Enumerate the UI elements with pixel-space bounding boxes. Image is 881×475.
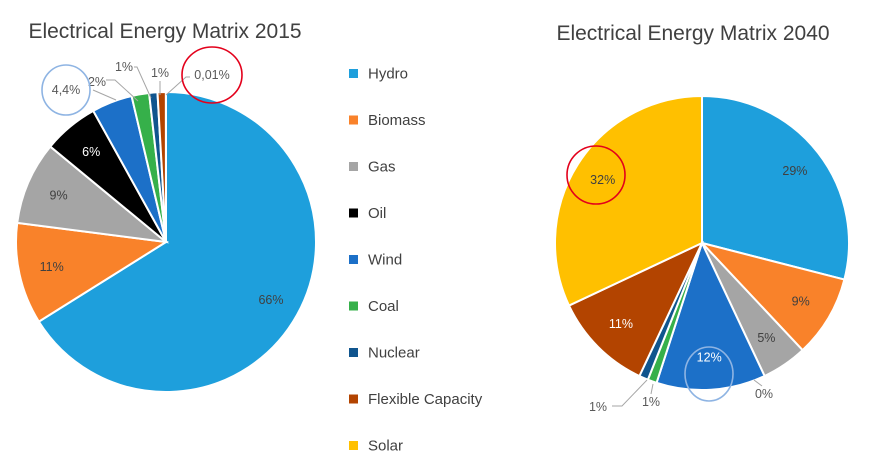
leader-line-nuclear xyxy=(612,379,648,407)
legend-swatch-flexible-capacity xyxy=(349,394,358,404)
data-label-nuclear: 1% xyxy=(589,400,607,414)
legend-swatch-biomass xyxy=(349,115,358,125)
legend-label-biomass: Biomass xyxy=(368,112,426,129)
pie-slice-gas xyxy=(16,145,170,244)
pie-chart-2015: 66% 11% 9% 6% 4,4% 2% 1% 1% 0,01% xyxy=(15,60,317,393)
legend-label-nuclear: Nuclear xyxy=(368,345,420,362)
leader-line-wind xyxy=(92,89,117,101)
legend-label-hydro: Hydro xyxy=(368,66,408,83)
data-label-gas: 9% xyxy=(50,189,68,203)
leader-line-coal xyxy=(106,79,139,102)
legend-label-wind: Wind xyxy=(368,252,402,269)
legend-label-solar: Solar xyxy=(368,438,403,455)
data-label-flexible-capacity: 1% xyxy=(151,66,169,80)
pie-slice-solar xyxy=(554,94,703,307)
data-label-oil: 0% xyxy=(755,387,773,401)
pie-slice-biomass xyxy=(15,221,169,323)
data-label-wind: 4,4% xyxy=(52,83,81,97)
chart-title-2015: Electrical Energy Matrix 2015 xyxy=(28,20,301,43)
data-label-wind: 12% xyxy=(697,350,722,364)
data-label-solar: 32% xyxy=(590,173,615,187)
data-label-solar: 0,01% xyxy=(194,68,229,82)
data-label-flexible-capacity: 11% xyxy=(609,317,633,331)
legend-swatch-solar xyxy=(349,441,358,450)
highlight-circle-2015-solar xyxy=(181,46,243,104)
legend-swatch-wind xyxy=(349,255,358,264)
pie-slice-hydro xyxy=(701,94,850,281)
highlight-circle-2040-solar xyxy=(566,145,626,205)
leader-line-coal xyxy=(650,383,654,395)
pie-slice-wind xyxy=(655,240,766,391)
data-label-nuclear: 1% xyxy=(115,60,133,74)
legend-swatch-gas xyxy=(349,162,358,171)
pie-chart-2040: 29% 9% 5% 0% 12% 1% 1% 11% 32% xyxy=(554,94,850,414)
highlight-circle-2015-wind xyxy=(41,64,91,116)
pie-slice-flexible-capacity xyxy=(567,240,705,378)
legend-label-flexible-capacity: Flexible Capacity xyxy=(368,391,483,408)
legend-label-gas: Gas xyxy=(368,159,396,176)
legend-swatch-nuclear xyxy=(349,348,358,357)
data-label-coal: 2% xyxy=(88,75,106,89)
highlight-annotations xyxy=(41,46,734,402)
pie-slice-biomass xyxy=(698,241,846,352)
data-label-coal: 1% xyxy=(642,395,660,409)
legend: Hydro Biomass Gas Oil Wind Coal Nuclear Flexibl… xyxy=(349,66,483,455)
data-label-biomass: 9% xyxy=(792,294,810,308)
legend-label-coal: Coal xyxy=(368,298,399,315)
leader-line-solar xyxy=(165,76,190,96)
leader-line-nuclear xyxy=(134,66,152,99)
chart-title-2040: Electrical Energy Matrix 2040 xyxy=(556,22,829,45)
data-label-gas: 5% xyxy=(757,331,775,345)
data-label-hydro: 29% xyxy=(782,164,807,178)
data-label-biomass: 11% xyxy=(40,260,64,274)
highlight-circle-2040-wind xyxy=(684,346,734,402)
pie-slice-hydro xyxy=(37,90,317,393)
legend-swatch-oil xyxy=(349,208,358,218)
legend-swatch-hydro xyxy=(349,69,358,78)
data-label-oil: 6% xyxy=(82,145,100,159)
data-label-hydro: 66% xyxy=(258,293,283,307)
legend-label-oil: Oil xyxy=(368,205,386,222)
legend-swatch-coal xyxy=(349,301,358,311)
leader-line-oil xyxy=(753,379,763,387)
